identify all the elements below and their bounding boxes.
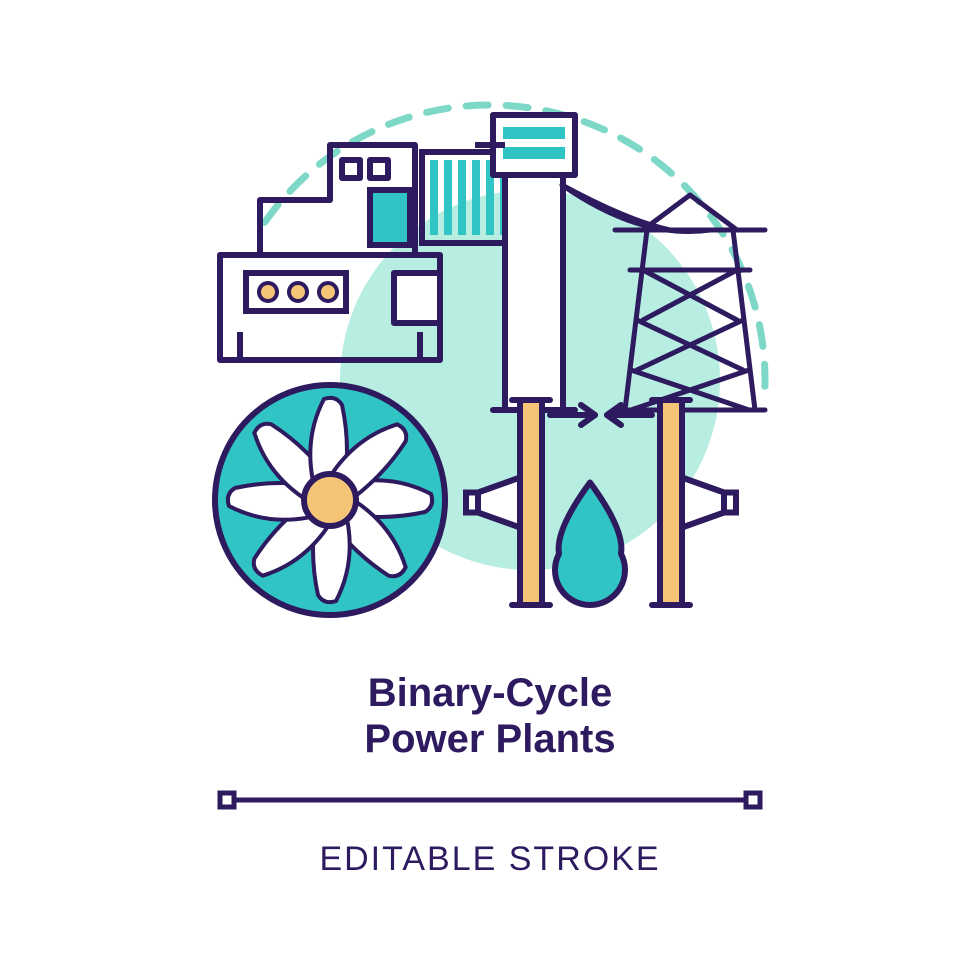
divider-line [0,780,980,820]
title-line-2: Power Plants [364,717,615,761]
turbine-fan-icon [215,385,445,615]
title-line-1: Binary-Cycle [368,671,613,715]
infographic-canvas: Binary-CyclePower Plants EDITABLE STROKE [0,0,980,980]
concept-title: Binary-CyclePower Plants [0,670,980,762]
concept-illustration [0,0,980,660]
editable-stroke-label: EDITABLE STROKE [0,840,980,879]
